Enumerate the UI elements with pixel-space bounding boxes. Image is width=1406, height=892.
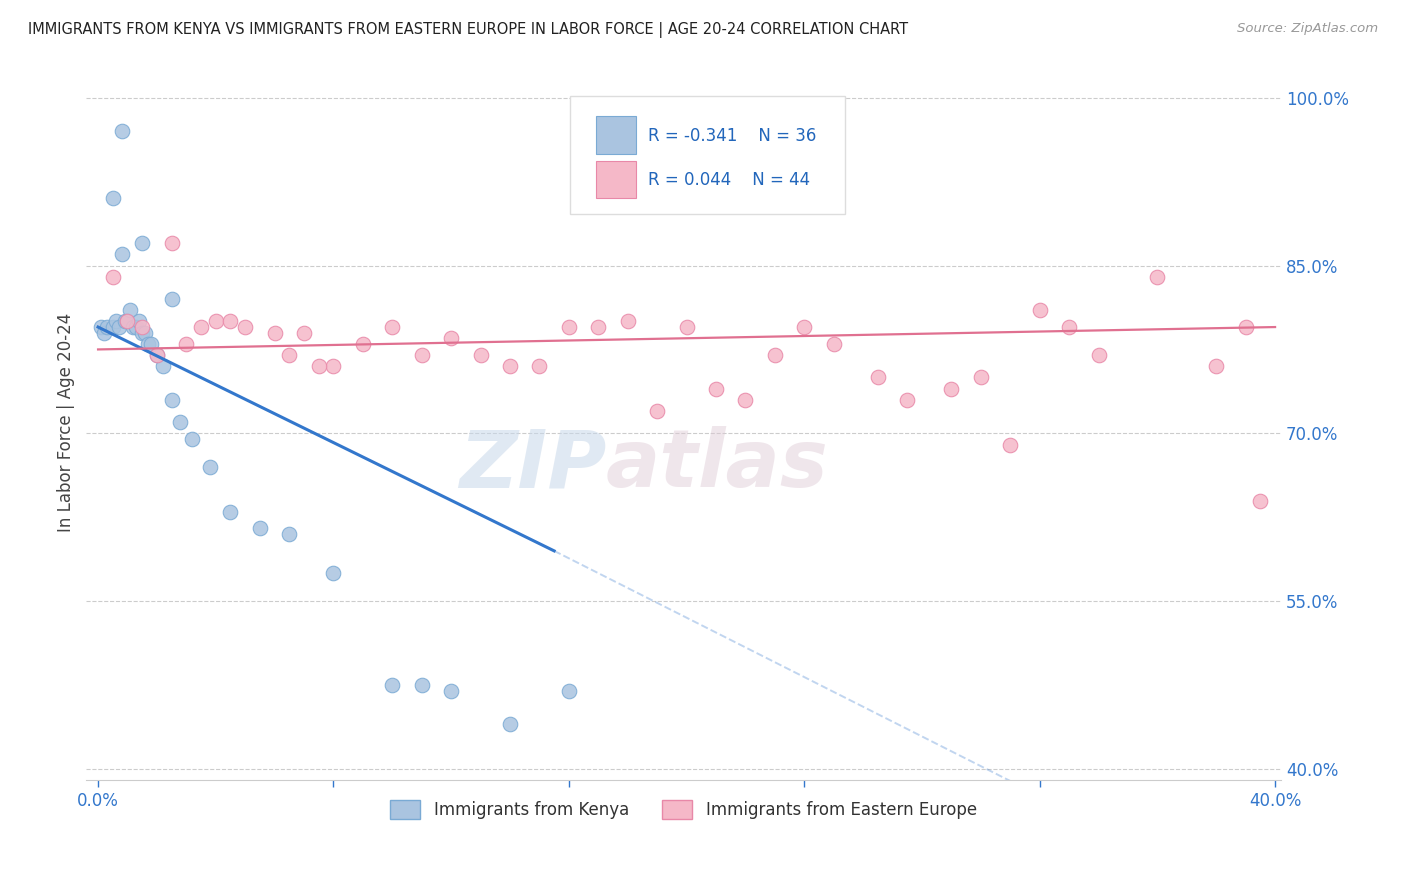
Point	[308, 359, 330, 374]
Point	[970, 370, 993, 384]
Point	[160, 292, 183, 306]
Point	[131, 326, 153, 340]
Point	[645, 404, 668, 418]
Text: Source: ZipAtlas.com: Source: ZipAtlas.com	[1237, 22, 1378, 36]
Point	[125, 320, 148, 334]
Point	[793, 320, 815, 334]
Point	[292, 326, 315, 340]
Point	[1249, 493, 1271, 508]
Point	[131, 320, 153, 334]
Point	[823, 336, 845, 351]
Point	[352, 336, 374, 351]
Point	[120, 303, 142, 318]
Point	[381, 320, 404, 334]
Point	[146, 348, 169, 362]
Point	[122, 320, 145, 334]
Point	[190, 320, 212, 334]
Point	[896, 392, 918, 407]
Point	[219, 314, 242, 328]
Point	[131, 236, 153, 251]
Point	[529, 359, 551, 374]
Point	[110, 124, 132, 138]
Point	[1057, 320, 1080, 334]
Point	[263, 326, 285, 340]
FancyBboxPatch shape	[569, 96, 845, 214]
Point	[104, 314, 127, 328]
Point	[233, 320, 256, 334]
Point	[93, 326, 115, 340]
Point	[411, 678, 433, 692]
Point	[134, 326, 156, 340]
Text: R = -0.341    N = 36: R = -0.341 N = 36	[648, 127, 815, 145]
Point	[734, 392, 756, 407]
Point	[588, 320, 610, 334]
Point	[440, 683, 463, 698]
Legend: Immigrants from Kenya, Immigrants from Eastern Europe: Immigrants from Kenya, Immigrants from E…	[384, 793, 983, 826]
Point	[941, 382, 963, 396]
Point	[499, 359, 522, 374]
Point	[117, 314, 139, 328]
Point	[139, 336, 162, 351]
Point	[866, 370, 889, 384]
Point	[114, 314, 136, 328]
Point	[1000, 437, 1022, 451]
Point	[117, 314, 139, 328]
Text: IMMIGRANTS FROM KENYA VS IMMIGRANTS FROM EASTERN EUROPE IN LABOR FORCE | AGE 20-: IMMIGRANTS FROM KENYA VS IMMIGRANTS FROM…	[28, 22, 908, 38]
Point	[1146, 269, 1168, 284]
Point	[169, 415, 191, 429]
Point	[204, 314, 226, 328]
FancyBboxPatch shape	[596, 116, 636, 153]
Point	[101, 191, 124, 205]
Point	[101, 320, 124, 334]
Text: R = 0.044    N = 44: R = 0.044 N = 44	[648, 171, 810, 189]
Point	[249, 521, 271, 535]
Point	[499, 717, 522, 731]
Point	[278, 527, 301, 541]
Point	[1205, 359, 1227, 374]
Point	[90, 320, 112, 334]
Point	[381, 678, 404, 692]
Point	[1234, 320, 1257, 334]
Y-axis label: In Labor Force | Age 20-24: In Labor Force | Age 20-24	[58, 312, 75, 532]
Point	[470, 348, 492, 362]
Text: ZIP: ZIP	[458, 426, 606, 504]
Point	[160, 236, 183, 251]
Point	[128, 314, 150, 328]
Point	[219, 505, 242, 519]
Point	[152, 359, 174, 374]
Point	[101, 269, 124, 284]
Point	[96, 320, 118, 334]
Point	[558, 320, 581, 334]
Point	[136, 336, 159, 351]
Point	[110, 247, 132, 261]
Point	[107, 320, 129, 334]
Point	[322, 566, 344, 581]
Point	[278, 348, 301, 362]
Point	[440, 331, 463, 345]
Point	[675, 320, 697, 334]
Point	[322, 359, 344, 374]
Point	[146, 348, 169, 362]
Point	[411, 348, 433, 362]
Point	[160, 392, 183, 407]
Point	[1087, 348, 1109, 362]
Point	[616, 314, 638, 328]
FancyBboxPatch shape	[596, 161, 636, 198]
Point	[704, 382, 727, 396]
Point	[1028, 303, 1050, 318]
Point	[181, 432, 204, 446]
Point	[558, 683, 581, 698]
Point	[176, 336, 198, 351]
Point	[198, 459, 221, 474]
Point	[763, 348, 786, 362]
Text: atlas: atlas	[606, 426, 828, 504]
